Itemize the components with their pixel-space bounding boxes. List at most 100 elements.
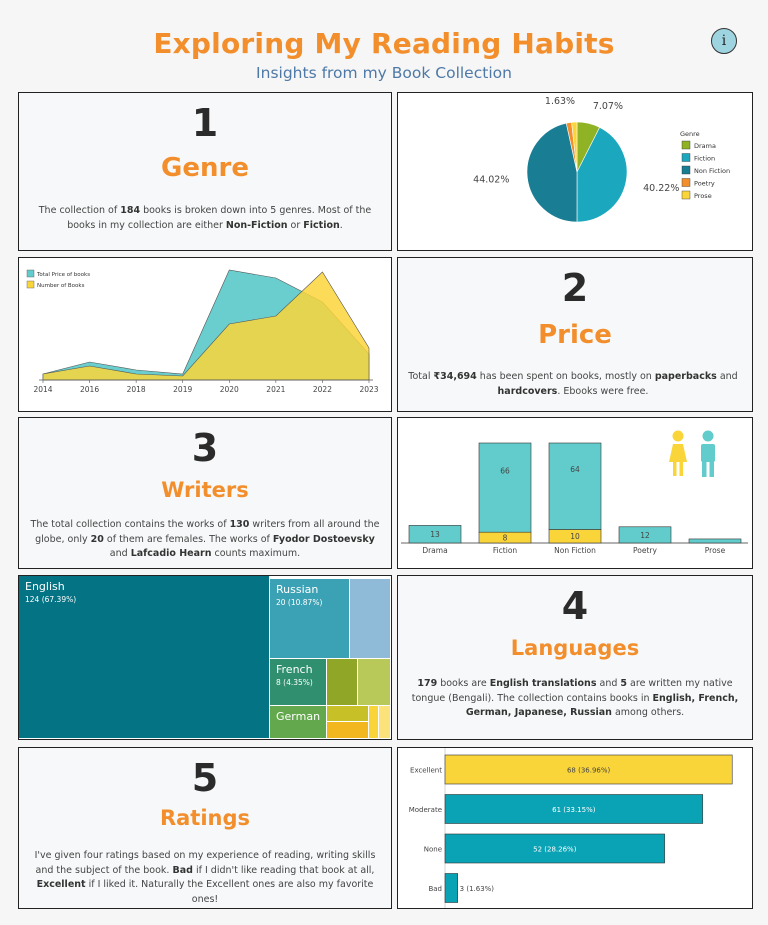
y-tick-label: Bad [428, 885, 442, 893]
pie-slice-label: 1.63% [545, 96, 575, 107]
pie-slice-label: 44.02% [473, 174, 509, 185]
text-run: hardcovers [497, 385, 558, 397]
text-run: Fyodor Dostoevsky [272, 533, 375, 545]
treemap-value: 8 (4.35%) [276, 678, 313, 687]
text-run: I've given four ratings based on my expe… [34, 850, 376, 876]
bar-segment-male[interactable] [688, 538, 742, 544]
text-run: Fiction [303, 219, 340, 231]
dashboard-title: Exploring My Reading Habits [153, 27, 615, 60]
bar-moderate[interactable] [444, 794, 703, 824]
genre-chart-panel[interactable]: 7.07% 40.22% 44.02% 1.63% Genre Drama Fiction N… [397, 92, 753, 251]
bar-value-label: 8 [503, 534, 508, 543]
text-run: 130 [229, 519, 250, 530]
x-tick-label: 2014 [33, 385, 52, 394]
treemap-cell-other[interactable] [379, 706, 391, 739]
x-tick-label: Fiction [493, 546, 518, 555]
icon-body [669, 444, 687, 462]
man-icon [701, 430, 715, 477]
legend-label: Total Price of books [36, 272, 90, 278]
text-run: has been spent on books, mostly on [476, 371, 655, 382]
x-tick-label: 2018 [127, 385, 146, 394]
text-run: Excellent [36, 879, 86, 890]
genre-panel: 1 Genre The collection of 184 books is b… [18, 92, 392, 251]
legend-swatch [26, 280, 35, 289]
treemap-cell-other[interactable] [327, 659, 358, 706]
text-run: Bad [172, 864, 193, 876]
bar-value-label: 66 [500, 467, 510, 476]
text-run: paperbacks [654, 371, 717, 382]
x-tick-label: 2019 [173, 385, 192, 394]
text-run: are written my native tongue (Bengali). … [411, 678, 733, 704]
y-tick-label: Excellent [410, 767, 442, 775]
languages-treemap[interactable]: English 124 (67.39%) Russian 20 (10.87%) Fre… [19, 576, 391, 739]
languages-number: 4 [561, 584, 589, 628]
bar-value-label: 68 (36.96%) [567, 767, 611, 775]
treemap-label: French [276, 663, 313, 676]
bar-segment-male[interactable] [478, 442, 532, 533]
x-tick-label: Drama [422, 546, 447, 555]
area-series-number-of-books[interactable] [42, 271, 370, 381]
languages-panel: 4 Languages 179 books are English transl… [397, 575, 753, 740]
text-run: and [596, 678, 621, 689]
writers-chart-panel[interactable]: 13 Drama 8 66 Fiction 10 64 Non Fiction 12 Poetry… [397, 417, 753, 569]
bar-segment-male[interactable] [618, 526, 672, 544]
text-run: books are [437, 678, 490, 689]
treemap-cell-french[interactable]: French 8 (4.35%) [270, 659, 327, 706]
treemap-cell-other[interactable] [327, 706, 369, 722]
ratings-panel: 5 Ratings I've given four ratings based … [18, 747, 392, 909]
pie-slice-fiction[interactable] [576, 127, 628, 223]
treemap-label: Russian [276, 583, 319, 596]
text-run: Lafcadio Hearn [130, 548, 212, 559]
price-chart-panel[interactable]: 2014 2016 2018 2019 2020 2021 2022 2023 Total Pr… [18, 257, 392, 412]
bar-segment-male[interactable] [408, 525, 462, 544]
price-area-chart[interactable]: 2014 2016 2018 2019 2020 2021 2022 2023 Total Pr… [19, 258, 391, 411]
bar-excellent[interactable] [444, 754, 733, 785]
x-tick-label: Non Fiction [554, 546, 596, 555]
legend-label: Drama [694, 142, 716, 150]
writers-gender-bar-chart[interactable]: 13 Drama 8 66 Fiction 10 64 Non Fiction 12 Poetry… [398, 418, 752, 568]
pie-slice-label: 7.07% [593, 101, 623, 112]
treemap-cell-german[interactable]: German [270, 706, 327, 739]
treemap-cell-other[interactable] [327, 722, 369, 739]
x-tick-label: 2020 [220, 385, 239, 394]
icon-head [672, 430, 684, 442]
treemap-cell-other[interactable] [350, 579, 391, 659]
text-run: 179 [417, 678, 438, 689]
bar-bad[interactable] [444, 873, 458, 903]
treemap-cell-other[interactable] [369, 706, 379, 739]
treemap-cell-english[interactable]: English 124 (67.39%) [19, 576, 270, 739]
ratings-bar-chart[interactable]: Excellent 68 (36.96%) Moderate 61 (33.15%) N… [398, 748, 752, 908]
bar-value-label: 12 [640, 531, 650, 540]
treemap-value: 124 (67.39%) [25, 595, 77, 604]
genre-number: 1 [191, 101, 219, 145]
pie-slice-non-fiction[interactable] [526, 122, 578, 223]
languages-description: 179 books are English translations and 5… [404, 677, 746, 721]
writers-panel: 3 Writers The total collection contains … [18, 417, 392, 569]
x-tick-label: Poetry [633, 546, 657, 555]
ratings-description: I've given four ratings based on my expe… [25, 849, 385, 907]
ratings-chart-panel[interactable]: Excellent 68 (36.96%) Moderate 61 (33.15%) N… [397, 747, 753, 909]
pie-slice-prose[interactable] [571, 121, 578, 173]
genre-pie-chart[interactable]: 7.07% 40.22% 44.02% 1.63% Genre Drama Fiction N… [398, 93, 752, 250]
icon-leg [709, 461, 714, 477]
icon-head [702, 430, 714, 442]
languages-chart-panel[interactable]: English 124 (67.39%) Russian 20 (10.87%) Fre… [18, 575, 392, 740]
text-run: Non-Fiction [225, 219, 288, 231]
text-run: books is broken down into 5 genres. Most… [67, 205, 372, 231]
legend-swatch [681, 178, 691, 187]
text-run: among others. [611, 707, 685, 718]
treemap-cell-other[interactable] [358, 659, 391, 706]
bar-none[interactable] [444, 833, 665, 864]
legend-label: Non Fiction [694, 167, 730, 175]
text-run: counts maximum. [211, 548, 301, 559]
bar-value-label: 61 (33.15%) [552, 806, 596, 814]
x-tick-label: Prose [705, 546, 726, 555]
info-button[interactable]: i [711, 28, 737, 54]
treemap-value: 20 (10.87%) [276, 598, 323, 607]
legend-label: Number of Books [37, 283, 85, 289]
bar-value-label: 3 (1.63%) [460, 885, 495, 893]
y-tick-label: Moderate [409, 806, 442, 814]
treemap-cell-russian[interactable]: Russian 20 (10.87%) [270, 579, 350, 659]
treemap-label: German [276, 710, 321, 723]
bar-segment-male[interactable] [548, 442, 602, 530]
